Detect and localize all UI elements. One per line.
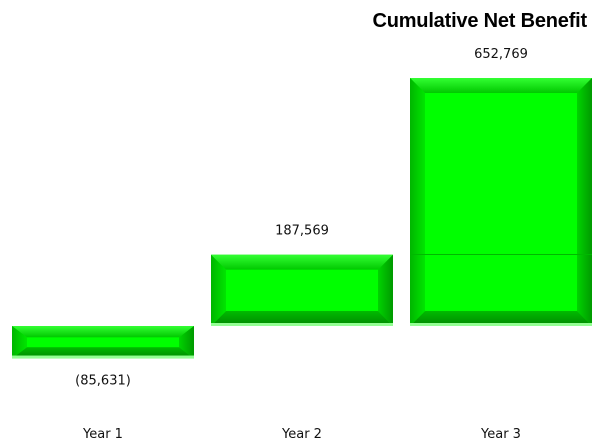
bar-3-mid-line: [410, 254, 592, 255]
data-label-3: 652,769: [474, 47, 528, 62]
bar-2-left-bevel: [211, 254, 226, 326]
bar-3-top-bevel: [410, 78, 592, 93]
bar-3-right-bevel: [577, 78, 592, 326]
bar-2-top-bevel: [211, 254, 393, 270]
bar-2-right-bevel: [378, 254, 393, 326]
bar-1-face: [27, 337, 179, 348]
x-tick-label-3: Year 3: [480, 427, 521, 442]
bar-2-bottom-bevel: [211, 311, 393, 326]
bar-1-left-bevel: [12, 326, 27, 359]
x-tick-label-1: Year 1: [82, 427, 123, 442]
bar-3-left-bevel: [410, 78, 425, 326]
bar-1-right-bevel: [179, 326, 194, 359]
data-label-2: 187,569: [275, 224, 329, 239]
x-tick-label-2: Year 2: [281, 427, 322, 442]
data-label-1: (85,631): [75, 374, 131, 389]
bar-2-base-highlight: [211, 323, 393, 326]
bar-1-top-bevel: [12, 326, 194, 338]
bar-3-face: [425, 93, 577, 311]
chart-title: Cumulative Net Benefit: [372, 10, 587, 32]
bar-2-face: [226, 269, 378, 311]
bar-3-base-highlight: [410, 323, 592, 326]
bar-1-base-highlight: [12, 355, 194, 359]
bar-3-bottom-bevel: [410, 311, 592, 326]
